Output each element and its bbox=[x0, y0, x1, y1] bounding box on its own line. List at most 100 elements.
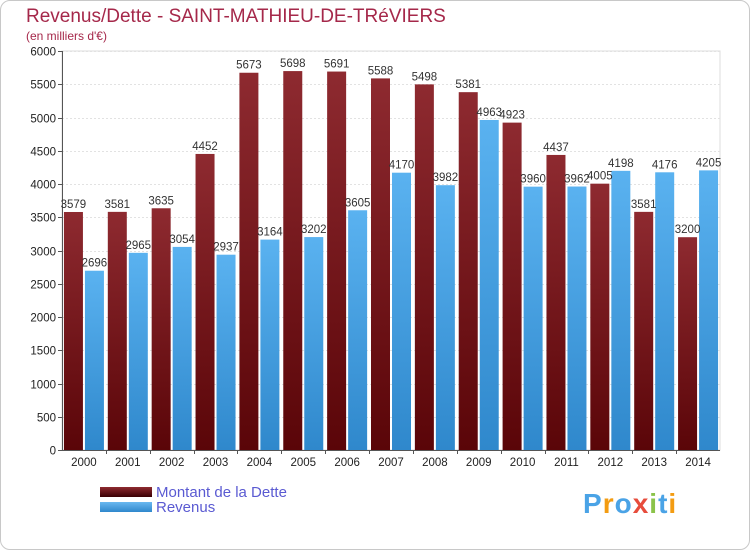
y-tick-label: 1500 bbox=[30, 346, 56, 358]
x-tick-label: 2010 bbox=[510, 457, 536, 469]
legend-label-revenue: Revenus bbox=[156, 499, 216, 516]
legend-swatch-revenue bbox=[100, 502, 152, 512]
bar-debt-2000 bbox=[63, 211, 83, 450]
x-tick-label: 2008 bbox=[422, 457, 448, 469]
data-label-debt-2003: 4452 bbox=[192, 141, 218, 153]
data-label-debt-2013: 3581 bbox=[631, 199, 657, 211]
x-tick-label: 2011 bbox=[554, 457, 579, 469]
bar-revenue-2010 bbox=[523, 186, 543, 450]
bar-revenue-2006 bbox=[348, 210, 368, 450]
bar-revenue-2008 bbox=[435, 185, 455, 450]
x-tick-label: 2001 bbox=[115, 457, 141, 469]
data-label-revenue-2002: 3054 bbox=[169, 234, 195, 246]
bar-debt-2010 bbox=[502, 122, 522, 451]
bar-debt-2007 bbox=[371, 78, 390, 450]
bar-revenue-2004 bbox=[260, 239, 280, 450]
data-label-revenue-2011: 3962 bbox=[564, 174, 590, 186]
bar-debt-2003 bbox=[195, 153, 215, 450]
bar-debt-2002 bbox=[151, 208, 171, 450]
data-label-revenue-2012: 4198 bbox=[608, 158, 634, 170]
x-tick-label: 2000 bbox=[71, 457, 97, 469]
data-label-revenue-2014: 4205 bbox=[696, 157, 722, 169]
bar-debt-2001 bbox=[107, 211, 127, 450]
y-tick-label: 3500 bbox=[30, 213, 56, 225]
y-tick-label: 5500 bbox=[30, 80, 56, 92]
bar-revenue-2013 bbox=[655, 172, 675, 450]
bar-revenue-2012 bbox=[611, 170, 631, 450]
bar-revenue-2000 bbox=[84, 270, 104, 450]
data-label-revenue-2006: 3605 bbox=[345, 197, 371, 209]
data-label-debt-2012: 4005 bbox=[587, 171, 613, 183]
x-tick-label: 2006 bbox=[334, 457, 360, 469]
data-label-revenue-2001: 2965 bbox=[126, 240, 152, 252]
bar-revenue-2011 bbox=[567, 186, 587, 451]
data-label-revenue-2004: 3164 bbox=[257, 227, 283, 239]
x-tick-label: 2013 bbox=[641, 457, 667, 469]
logo-letter: x bbox=[632, 488, 650, 519]
logo-letter: t bbox=[658, 488, 669, 519]
bar-revenue-2014 bbox=[699, 170, 719, 450]
data-label-revenue-2007: 4170 bbox=[389, 160, 415, 172]
logo-letter: o bbox=[614, 488, 633, 519]
x-tick-label: 2009 bbox=[466, 457, 492, 469]
data-label-debt-2008: 5498 bbox=[412, 71, 438, 83]
y-tick-label: 2000 bbox=[30, 313, 56, 325]
bar-debt-2009 bbox=[458, 92, 478, 450]
y-tick-label: 6000 bbox=[30, 47, 56, 59]
bar-debt-2004 bbox=[239, 72, 259, 451]
bar-revenue-2002 bbox=[172, 246, 192, 450]
bar-debt-2012 bbox=[590, 183, 610, 451]
x-tick-label: 2002 bbox=[159, 457, 185, 469]
bar-debt-2006 bbox=[327, 71, 347, 451]
bar-debt-2005 bbox=[283, 71, 303, 450]
bar-revenue-2001 bbox=[128, 252, 148, 450]
data-label-revenue-2010: 3960 bbox=[520, 174, 546, 186]
y-tick-label: 4000 bbox=[30, 180, 56, 192]
data-label-debt-2006: 5691 bbox=[324, 59, 350, 71]
data-label-revenue-2000: 2696 bbox=[82, 258, 108, 270]
data-label-revenue-2005: 3202 bbox=[301, 224, 327, 236]
data-label-debt-2011: 4437 bbox=[543, 142, 569, 154]
logo-letter: i bbox=[668, 488, 678, 519]
proxiti-logo: Proxiti bbox=[583, 488, 677, 520]
x-tick-label: 2007 bbox=[378, 457, 404, 469]
bar-debt-2013 bbox=[634, 211, 654, 450]
bar-debt-2008 bbox=[414, 84, 434, 451]
y-tick-label: 500 bbox=[37, 413, 56, 425]
data-label-revenue-2013: 4176 bbox=[652, 159, 678, 171]
y-tick-label: 4500 bbox=[30, 147, 56, 159]
bar-revenue-2003 bbox=[216, 254, 236, 450]
y-tick-label: 2500 bbox=[30, 280, 56, 292]
x-tick-label: 2012 bbox=[598, 457, 624, 469]
data-label-debt-2002: 3635 bbox=[148, 195, 174, 207]
bar-debt-2011 bbox=[546, 154, 566, 450]
logo-letter: r bbox=[602, 488, 615, 519]
y-tick-label: 1000 bbox=[30, 380, 56, 392]
x-tick-label: 2004 bbox=[247, 457, 273, 469]
data-label-debt-2005: 5698 bbox=[280, 58, 306, 70]
data-label-debt-2014: 3200 bbox=[675, 224, 701, 236]
y-tick-label: 3000 bbox=[30, 247, 56, 259]
data-label-debt-2010: 4923 bbox=[499, 110, 525, 122]
data-label-debt-2004: 5673 bbox=[236, 60, 262, 72]
data-label-debt-2009: 5381 bbox=[455, 79, 481, 91]
data-label-revenue-2009: 4963 bbox=[476, 107, 502, 119]
data-label-debt-2001: 3581 bbox=[105, 199, 131, 211]
x-tick-label: 2005 bbox=[290, 457, 316, 469]
bar-debt-2014 bbox=[678, 237, 698, 450]
legend-label-debt: Montant de la Dette bbox=[156, 484, 287, 501]
data-label-revenue-2008: 3982 bbox=[433, 172, 459, 184]
data-label-debt-2007: 5588 bbox=[368, 65, 394, 77]
y-tick-label: 0 bbox=[50, 446, 56, 458]
logo-letter: i bbox=[649, 488, 659, 519]
y-tick-label: 5000 bbox=[30, 114, 56, 126]
bar-revenue-2005 bbox=[304, 237, 324, 450]
logo-letter: P bbox=[583, 488, 603, 519]
legend-swatch-debt bbox=[100, 487, 152, 497]
bar-revenue-2007 bbox=[392, 172, 411, 450]
chart-title: Revenus/Dette - SAINT-MATHIEU-DE-TRéVIER… bbox=[26, 6, 446, 27]
x-tick-label: 2003 bbox=[203, 457, 229, 469]
data-label-debt-2000: 3579 bbox=[61, 199, 87, 211]
data-label-revenue-2003: 2937 bbox=[213, 242, 239, 254]
